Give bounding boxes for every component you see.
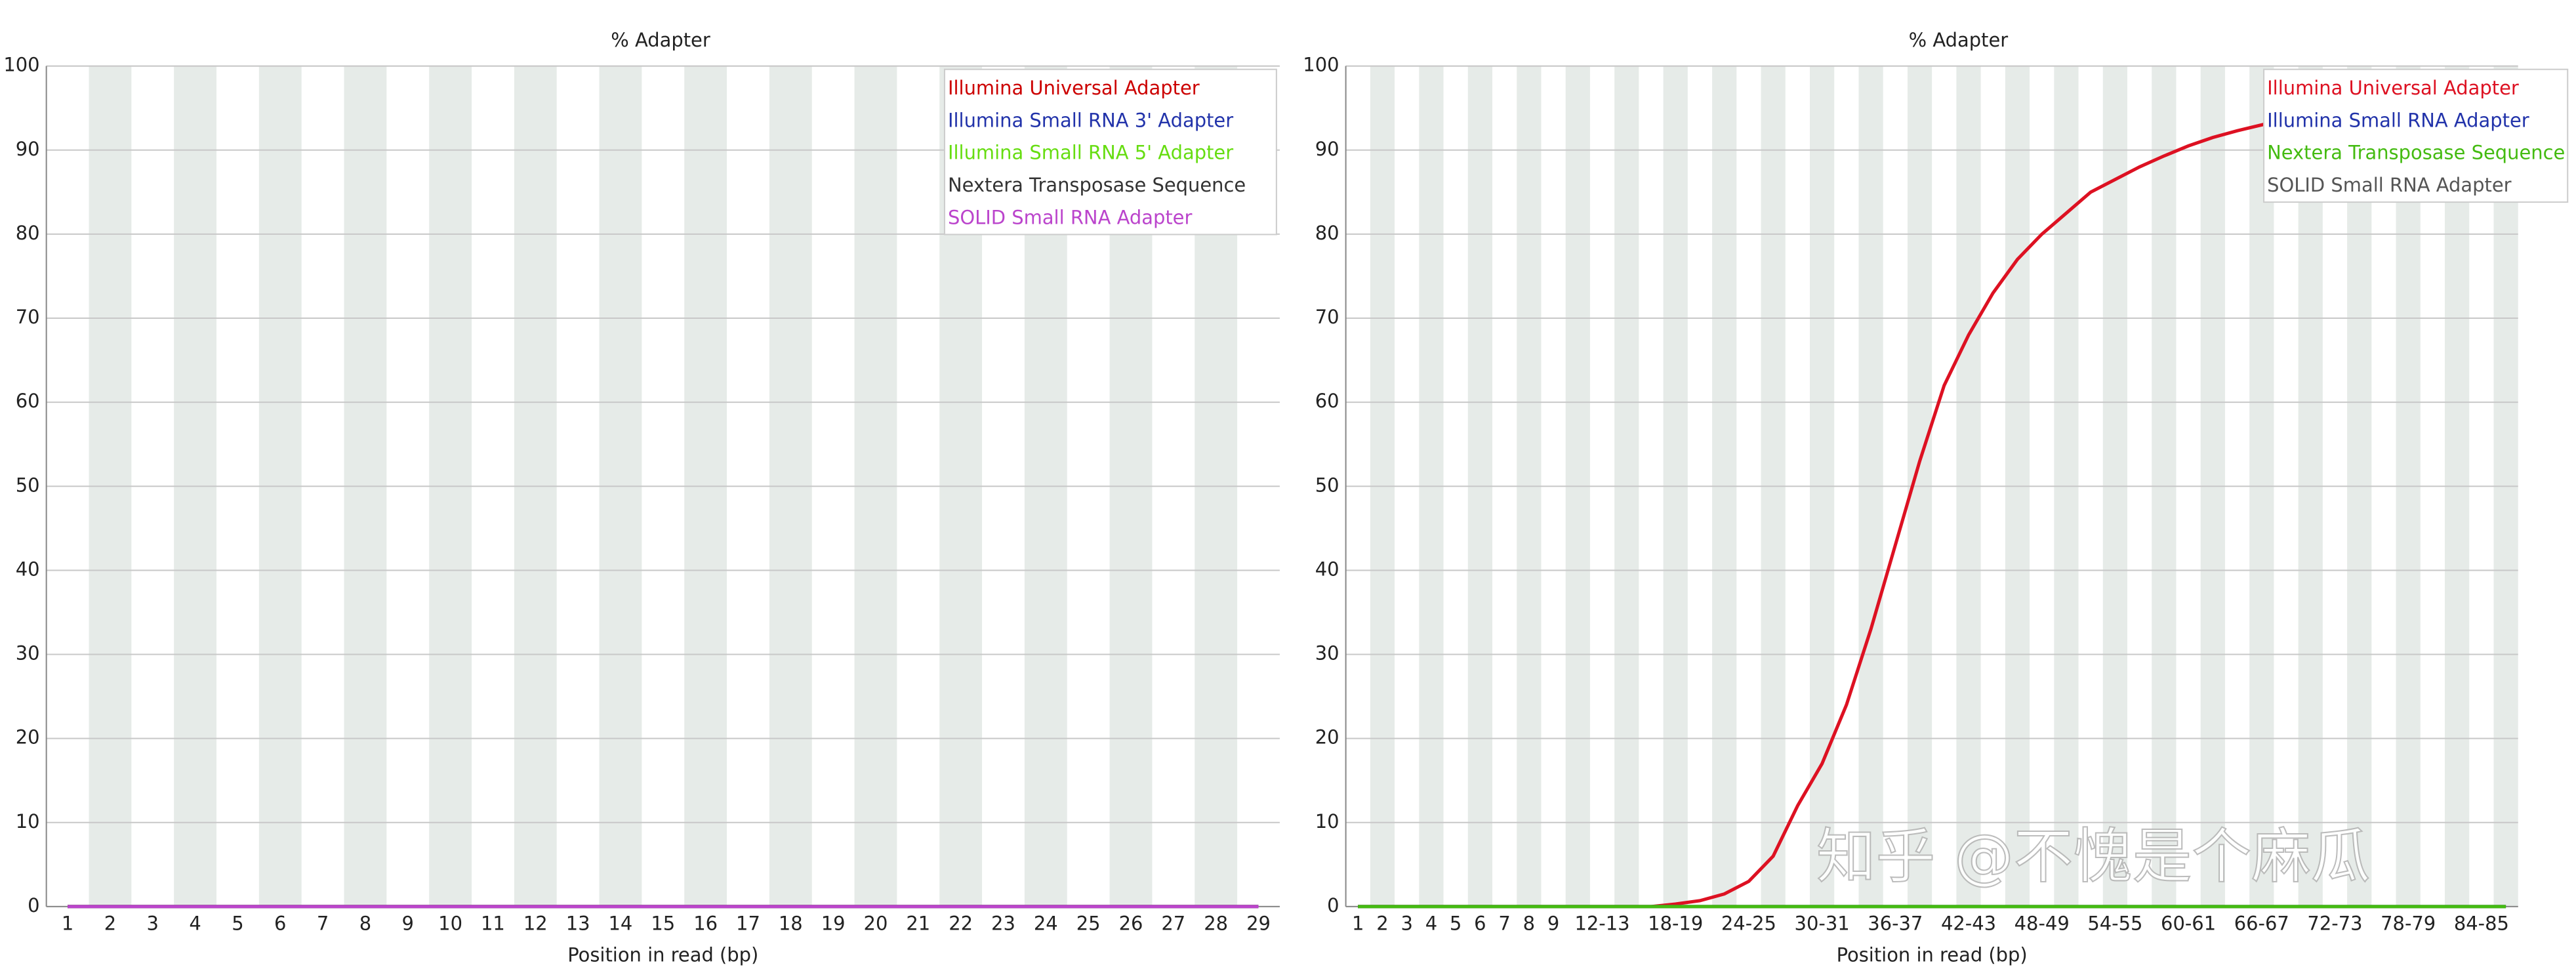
y-tick-label: 90	[16, 138, 40, 160]
x-tick-label: 7	[1498, 913, 1510, 935]
x-tick-label: 84-85	[2454, 913, 2509, 935]
y-tick-label: 80	[16, 222, 40, 244]
chart-title: % Adapter	[611, 29, 710, 51]
x-tick-label: 5	[232, 913, 243, 935]
x-tick-label: 18-19	[1648, 913, 1703, 935]
legend-entry: Illumina Small RNA 5' Adapter	[948, 142, 1233, 164]
watermark: 知乎 @不愧是个麻瓜	[1816, 822, 2370, 891]
x-tick-label: 7	[317, 913, 329, 935]
y-tick-label: 90	[1315, 138, 1339, 160]
x-tick-label: 29	[1246, 913, 1271, 935]
x-tick-label: 19	[821, 913, 846, 935]
x-tick-label: 66-67	[2234, 913, 2289, 935]
chart-title: % Adapter	[1909, 29, 2009, 51]
y-tick-label: 70	[1315, 306, 1339, 328]
y-tick-label: 40	[16, 558, 40, 580]
legend-entry: SOLID Small RNA Adapter	[948, 206, 1193, 228]
x-tick-label: 78-79	[2381, 913, 2436, 935]
x-tick-label: 6	[1474, 913, 1486, 935]
x-tick-label: 16	[693, 913, 718, 935]
x-tick-label: 15	[651, 913, 675, 935]
y-tick-label: 20	[16, 726, 40, 749]
legend-box	[2263, 68, 2569, 203]
y-tick-label: 80	[1315, 222, 1339, 244]
x-tick-label: 21	[906, 913, 930, 935]
legend-entry: Nextera Transposase Sequence	[948, 174, 1246, 196]
x-tick-label: 5	[1450, 913, 1462, 935]
x-tick-label: 42-43	[1941, 913, 1996, 935]
x-tick-label: 27	[1161, 913, 1185, 935]
x-tick-label: 20	[864, 913, 888, 935]
x-tick-label: 6	[274, 913, 286, 935]
x-tick-label: 48-49	[2014, 913, 2070, 935]
legend-entry: Illumina Universal Adapter	[2267, 77, 2519, 99]
x-tick-label: 8	[359, 913, 371, 935]
legend-entry: Nextera Transposase Sequence	[2267, 142, 2565, 164]
y-tick-label: 70	[16, 306, 40, 328]
x-tick-label: 25	[1076, 913, 1101, 935]
x-tick-label: 17	[736, 913, 760, 935]
x-tick-label: 12	[523, 913, 548, 935]
y-tick-label: 0	[1327, 894, 1339, 916]
x-tick-label: 23	[991, 913, 1015, 935]
legend-entry: Illumina Universal Adapter	[948, 77, 1200, 99]
y-tick-label: 100	[1303, 54, 1339, 76]
x-tick-label: 11	[481, 913, 505, 935]
x-tick-label: 2	[1376, 913, 1388, 935]
x-tick-label: 24	[1034, 913, 1058, 935]
x-tick-label: 9	[1547, 913, 1559, 935]
x-tick-label: 22	[949, 913, 973, 935]
x-tick-label: 10	[438, 913, 462, 935]
x-tick-label: 30-31	[1795, 913, 1850, 935]
legend-entry: SOLID Small RNA Adapter	[2267, 174, 2512, 196]
y-tick-label: 60	[16, 390, 40, 412]
x-tick-label: 9	[402, 913, 414, 935]
legend-box	[943, 68, 1277, 236]
x-tick-label: 24-25	[1721, 913, 1776, 935]
legend-entry: Illumina Small RNA 3' Adapter	[948, 109, 1233, 131]
x-tick-label: 4	[189, 913, 201, 935]
x-axis-title: Position in read (bp)	[1837, 943, 2028, 966]
x-tick-label: 8	[1523, 913, 1535, 935]
y-tick-label: 20	[1315, 726, 1339, 749]
y-tick-label: 100	[3, 54, 39, 76]
y-tick-label: 10	[16, 810, 40, 833]
x-axis-title: Position in read (bp)	[567, 943, 758, 966]
x-tick-label: 36-37	[1868, 913, 1923, 935]
x-tick-label: 54-55	[2087, 913, 2142, 935]
x-tick-label: 60-61	[2161, 913, 2216, 935]
x-tick-label: 72-73	[2307, 913, 2362, 935]
y-tick-label: 50	[1315, 474, 1339, 496]
y-tick-label: 50	[16, 474, 40, 496]
y-tick-label: 40	[1315, 558, 1339, 580]
x-tick-label: 1	[1352, 913, 1364, 935]
y-tick-label: 30	[1315, 642, 1339, 665]
x-tick-label: 18	[779, 913, 803, 935]
legend-entry: Illumina Small RNA Adapter	[2267, 109, 2529, 131]
x-tick-label: 1	[62, 913, 73, 935]
y-tick-label: 10	[1315, 810, 1339, 833]
x-tick-label: 12-13	[1574, 913, 1629, 935]
x-tick-label: 13	[566, 913, 590, 935]
x-tick-label: 4	[1425, 913, 1437, 935]
x-tick-label: 3	[147, 913, 159, 935]
x-tick-label: 3	[1400, 913, 1412, 935]
x-tick-label: 14	[609, 913, 633, 935]
x-tick-label: 28	[1204, 913, 1228, 935]
x-tick-label: 2	[104, 913, 116, 935]
y-tick-label: 60	[1315, 390, 1339, 412]
x-tick-label: 26	[1119, 913, 1143, 935]
y-tick-label: 30	[16, 642, 40, 665]
y-tick-label: 0	[28, 894, 39, 916]
